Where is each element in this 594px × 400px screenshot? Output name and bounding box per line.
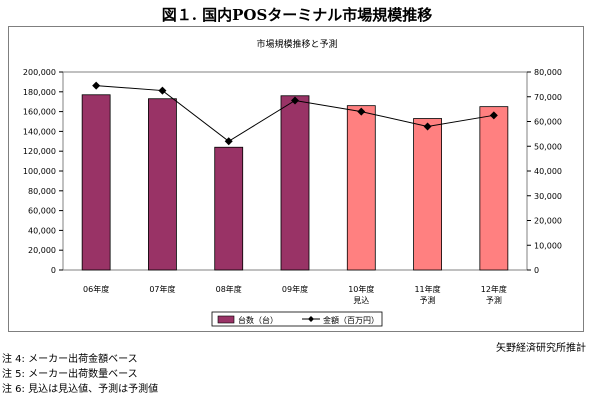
y-right-tick-label: 30,000 bbox=[534, 192, 562, 201]
bar bbox=[214, 146, 244, 271]
x-tick-label: 12年度 bbox=[481, 284, 507, 294]
y-left-tick-label: 160,000 bbox=[23, 108, 56, 117]
line-point bbox=[423, 122, 432, 131]
x-tick-label: 見込 bbox=[353, 296, 369, 305]
y-right-tick-label: 80,000 bbox=[534, 68, 562, 77]
x-tick-label: 08年度 bbox=[216, 284, 242, 294]
line-point bbox=[489, 111, 498, 120]
x-tick-label: 09年度 bbox=[282, 284, 308, 294]
y-left-tick-label: 0 bbox=[51, 266, 56, 275]
x-tick-label: 06年度 bbox=[83, 284, 109, 294]
bar bbox=[346, 105, 376, 271]
bar bbox=[479, 106, 509, 271]
x-tick-label: 予測 bbox=[420, 295, 436, 305]
x-tick-label: 予測 bbox=[486, 295, 502, 305]
x-tick-label: 11年度 bbox=[414, 284, 440, 294]
y-left-tick-label: 140,000 bbox=[23, 127, 56, 136]
y-left-tick-label: 100,000 bbox=[23, 167, 56, 176]
y-left-tick-label: 20,000 bbox=[28, 246, 56, 255]
bar bbox=[413, 118, 442, 271]
y-left-tick-label: 200,000 bbox=[23, 68, 56, 77]
figure-title: 図１. 国内POSターミナル市場規模推移 bbox=[161, 6, 433, 24]
legend-box bbox=[211, 311, 383, 327]
bar bbox=[148, 98, 177, 271]
y-right-tick-label: 0 bbox=[534, 266, 539, 275]
line-point bbox=[357, 107, 366, 116]
legend-label-bars: 台数（台） bbox=[238, 315, 278, 325]
legend-line-marker bbox=[308, 316, 314, 322]
y-right-tick-label: 50,000 bbox=[534, 142, 562, 151]
y-left-tick-label: 60,000 bbox=[28, 207, 56, 216]
y-right-tick-label: 60,000 bbox=[534, 118, 562, 127]
y-left-tick-label: 120,000 bbox=[23, 147, 56, 156]
y-right-tick-label: 10,000 bbox=[534, 241, 562, 250]
y-left-tick-label: 40,000 bbox=[28, 226, 56, 235]
notes: 注 4: メーカー出荷金額ベース 注 5: メーカー出荷数量ベース 注 6: 見… bbox=[2, 352, 158, 397]
y-left-tick-label: 180,000 bbox=[23, 88, 56, 97]
legend-label-line: 金額（百万円） bbox=[323, 315, 379, 325]
source-credit: 矢野経済研究所推計 bbox=[496, 343, 586, 354]
note-4: 注 4: メーカー出荷金額ベース bbox=[2, 354, 138, 365]
y-right-tick-label: 20,000 bbox=[534, 217, 562, 226]
chart-title: 市場規模推移と予測 bbox=[256, 38, 337, 50]
note-5: 注 5: メーカー出荷数量ベース bbox=[2, 369, 138, 380]
line-point bbox=[291, 96, 299, 105]
bar bbox=[81, 94, 111, 271]
legend-bar-swatch bbox=[217, 315, 235, 324]
note-6: 注 6: 見込は見込値、予測は予測値 bbox=[2, 384, 159, 395]
line-point bbox=[92, 81, 101, 90]
y-right-tick-label: 40,000 bbox=[534, 167, 562, 176]
x-tick-label: 07年度 bbox=[149, 284, 175, 294]
bar bbox=[280, 95, 310, 271]
y-right-tick-label: 70,000 bbox=[534, 93, 562, 102]
y-left-tick-label: 80,000 bbox=[28, 187, 56, 196]
line-point bbox=[224, 137, 233, 146]
line-point bbox=[158, 86, 167, 95]
x-tick-label: 10年度 bbox=[348, 284, 374, 294]
